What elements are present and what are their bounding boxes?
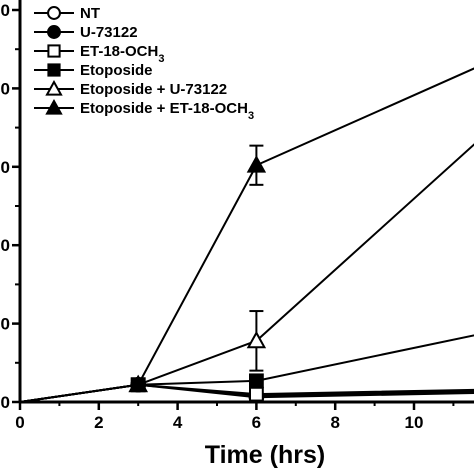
legend-label: NT bbox=[80, 5, 100, 22]
legend-label: ET-18-OCH3 bbox=[80, 43, 164, 65]
y-tick-label: 0 bbox=[1, 1, 10, 20]
legend-item-5: Etoposide + ET-18-OCH3 bbox=[34, 98, 254, 122]
series-line bbox=[20, 143, 474, 402]
marker-open-triangle bbox=[246, 330, 267, 349]
series-line bbox=[20, 67, 474, 402]
legend-label: Etoposide + ET-18-OCH3 bbox=[80, 100, 254, 122]
legend-label: U-73122 bbox=[80, 24, 138, 41]
marker-open-circle bbox=[47, 6, 61, 20]
marker-filled-triangle bbox=[45, 98, 63, 115]
legend-label: Etoposide bbox=[80, 62, 153, 79]
marker-open-square bbox=[47, 44, 61, 58]
x-tick-label: 8 bbox=[330, 413, 339, 432]
legend-item-2: ET-18-OCH3 bbox=[34, 43, 164, 65]
legend-label: Etoposide + U-73122 bbox=[80, 81, 227, 98]
marker-filled-square bbox=[249, 373, 264, 389]
x-tick-label: 0 bbox=[15, 413, 24, 432]
marker-open-square bbox=[249, 386, 264, 402]
y-tick-label: 00 bbox=[0, 315, 10, 334]
marker-filled-square bbox=[47, 63, 61, 77]
legend-item-1: U-73122 bbox=[34, 24, 138, 41]
y-tick-label: 00 bbox=[0, 236, 10, 255]
marker-open-triangle bbox=[45, 79, 63, 96]
x-tick-label: 10 bbox=[405, 413, 424, 432]
series-4 bbox=[20, 143, 474, 402]
legend-item-4: Etoposide + U-73122 bbox=[34, 79, 227, 98]
legend-item-0: NT bbox=[34, 5, 100, 22]
x-tick-label: 4 bbox=[173, 413, 183, 432]
marker-filled-triangle bbox=[128, 374, 148, 393]
y-tick-label: 0 bbox=[1, 393, 10, 412]
axes: 02468100000000000 bbox=[0, 0, 474, 432]
x-axis-title: Time (hrs) bbox=[205, 441, 325, 469]
marker-filled-triangle bbox=[246, 155, 267, 173]
x-tick-label: 2 bbox=[94, 413, 103, 432]
marker-filled-circle bbox=[47, 25, 61, 39]
y-tick-label: 00 bbox=[0, 158, 10, 177]
legend-item-3: Etoposide bbox=[34, 62, 153, 79]
series-layer bbox=[20, 67, 474, 402]
x-tick-label: 6 bbox=[252, 413, 261, 432]
y-tick-label: 00 bbox=[0, 79, 10, 98]
